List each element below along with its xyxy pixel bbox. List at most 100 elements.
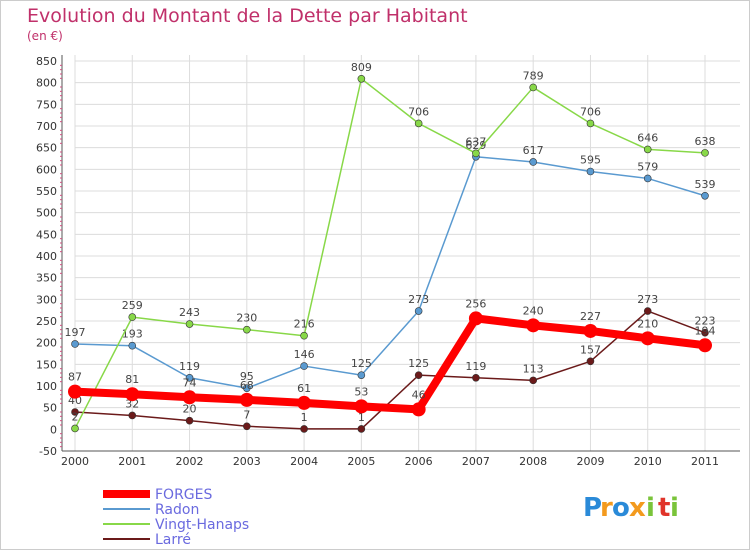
y-tick-label-13: 600 bbox=[36, 163, 57, 176]
point-1-3 bbox=[243, 384, 251, 392]
y-tick-label-10: 450 bbox=[36, 228, 57, 241]
series-line-3 bbox=[71, 314, 709, 414]
data-label-2-9: 706 bbox=[580, 105, 601, 118]
x-axis-ticks: 2000 2001 2002 2003 2004 2005 2006 2007 2008 2009… bbox=[61, 455, 719, 468]
data-label-1-11: 539 bbox=[695, 178, 716, 191]
point-0-4 bbox=[300, 425, 308, 433]
y-tick-label-9: 400 bbox=[36, 250, 57, 263]
point-2-2 bbox=[185, 320, 194, 328]
point-3-11 bbox=[698, 338, 712, 353]
data-label-0-11: 223 bbox=[695, 315, 716, 328]
point-2-8 bbox=[529, 83, 537, 92]
x-tick-label-10: 2010 bbox=[634, 455, 662, 468]
data-label-2-8: 789 bbox=[523, 69, 544, 82]
point-3-3 bbox=[239, 392, 254, 407]
data-label-0-2: 20 bbox=[183, 403, 197, 416]
data-label-3-4: 61 bbox=[297, 382, 311, 395]
data-label-2-7: 637 bbox=[465, 135, 486, 148]
data-label-1-1: 193 bbox=[122, 328, 143, 341]
data-label-1-6: 273 bbox=[408, 293, 429, 306]
point-2-1 bbox=[128, 313, 137, 321]
y-tick-label-8: 350 bbox=[36, 272, 57, 285]
point-3-0 bbox=[68, 384, 82, 399]
x-tick-label-2: 2002 bbox=[176, 455, 204, 468]
legend-label-2: Vingt-Hanaps bbox=[155, 517, 249, 533]
data-label-2-4: 216 bbox=[294, 318, 315, 331]
point-2-11 bbox=[701, 149, 709, 157]
x-tick-label-8: 2008 bbox=[519, 455, 547, 468]
point-2-9 bbox=[586, 119, 595, 128]
x-tick-label-7: 2007 bbox=[462, 455, 490, 468]
logo-letter-2: o bbox=[612, 493, 630, 523]
data-label-1-9: 595 bbox=[580, 154, 601, 167]
y-tick-label-15: 700 bbox=[36, 120, 57, 133]
data-label-3-2: 74 bbox=[183, 376, 197, 389]
series-forges: 87 81 74 68 61 53 46 256 240 227 210 194 bbox=[68, 297, 716, 417]
data-label-1-3: 95 bbox=[240, 370, 254, 383]
series-line-2 bbox=[74, 78, 706, 430]
logo-letter-6: i bbox=[670, 493, 679, 523]
point-1-8 bbox=[529, 158, 537, 166]
point-1-6 bbox=[414, 307, 423, 315]
data-label-3-0: 87 bbox=[68, 371, 82, 384]
point-3-9 bbox=[583, 323, 598, 338]
data-label-0-4: 1 bbox=[301, 411, 308, 424]
point-0-10 bbox=[643, 307, 652, 315]
point-0-6 bbox=[414, 371, 423, 379]
point-2-10 bbox=[643, 145, 652, 154]
point-3-7 bbox=[468, 311, 483, 326]
point-2-4 bbox=[300, 331, 308, 340]
point-0-2 bbox=[185, 416, 194, 425]
data-label-2-3: 230 bbox=[236, 312, 257, 325]
point-3-10 bbox=[640, 331, 655, 346]
data-label-0-7: 119 bbox=[465, 360, 486, 373]
data-label-3-9: 227 bbox=[580, 310, 601, 323]
data-label-3-11: 194 bbox=[695, 324, 716, 337]
point-1-0 bbox=[71, 340, 79, 348]
y-tick-label-0: -50 bbox=[39, 445, 57, 458]
x-tick-label-5: 2005 bbox=[347, 455, 375, 468]
point-1-10 bbox=[643, 174, 652, 183]
point-3-6 bbox=[411, 402, 426, 417]
y-tick-label-2: 50 bbox=[43, 402, 57, 415]
data-label-0-6: 125 bbox=[408, 357, 429, 370]
y-axis-ticks: -50 0 50 100 150 200 250 300 350 400 450 500 550 600 6… bbox=[36, 55, 57, 458]
data-label-0-5: 1 bbox=[358, 411, 365, 424]
logo-letter-5: t bbox=[658, 493, 670, 523]
series-line-1 bbox=[74, 156, 706, 389]
data-label-0-1: 32 bbox=[125, 397, 139, 410]
data-label-3-8: 240 bbox=[523, 304, 544, 317]
series-radon: 197 193 119 95 146 125 273 629 617 595 579 539 bbox=[65, 139, 716, 392]
y-tick-label-18: 850 bbox=[36, 55, 57, 68]
y-tick-label-16: 750 bbox=[36, 98, 57, 111]
y-tick-label-1: 0 bbox=[50, 423, 57, 436]
data-label-3-1: 81 bbox=[125, 373, 139, 386]
data-label-2-0: 2 bbox=[72, 410, 79, 423]
point-2-3 bbox=[243, 325, 251, 334]
point-0-7 bbox=[472, 373, 480, 382]
data-label-0-10: 273 bbox=[637, 293, 658, 306]
data-label-2-6: 706 bbox=[408, 105, 429, 118]
legend-label-1: Radon bbox=[155, 502, 199, 518]
logo-letter-4: i bbox=[646, 493, 655, 523]
point-0-11 bbox=[701, 328, 709, 337]
chart-subtitle: (en €) bbox=[27, 29, 63, 43]
point-2-6 bbox=[414, 119, 423, 128]
series-line-0 bbox=[74, 310, 706, 430]
point-2-7 bbox=[472, 149, 480, 158]
data-label-1-4: 146 bbox=[294, 348, 315, 361]
series-vingt-hanaps: 2 259 243 230 216 809 706 637 789 706 646 638 bbox=[71, 61, 716, 433]
point-1-1 bbox=[128, 341, 137, 350]
point-3-2 bbox=[182, 390, 197, 405]
data-label-0-8: 113 bbox=[523, 362, 544, 375]
data-label-1-8: 617 bbox=[523, 144, 544, 157]
y-tick-label-14: 650 bbox=[36, 142, 57, 155]
point-0-9 bbox=[586, 357, 595, 366]
logo-letter-1: r bbox=[600, 493, 613, 523]
point-2-0 bbox=[71, 424, 79, 433]
